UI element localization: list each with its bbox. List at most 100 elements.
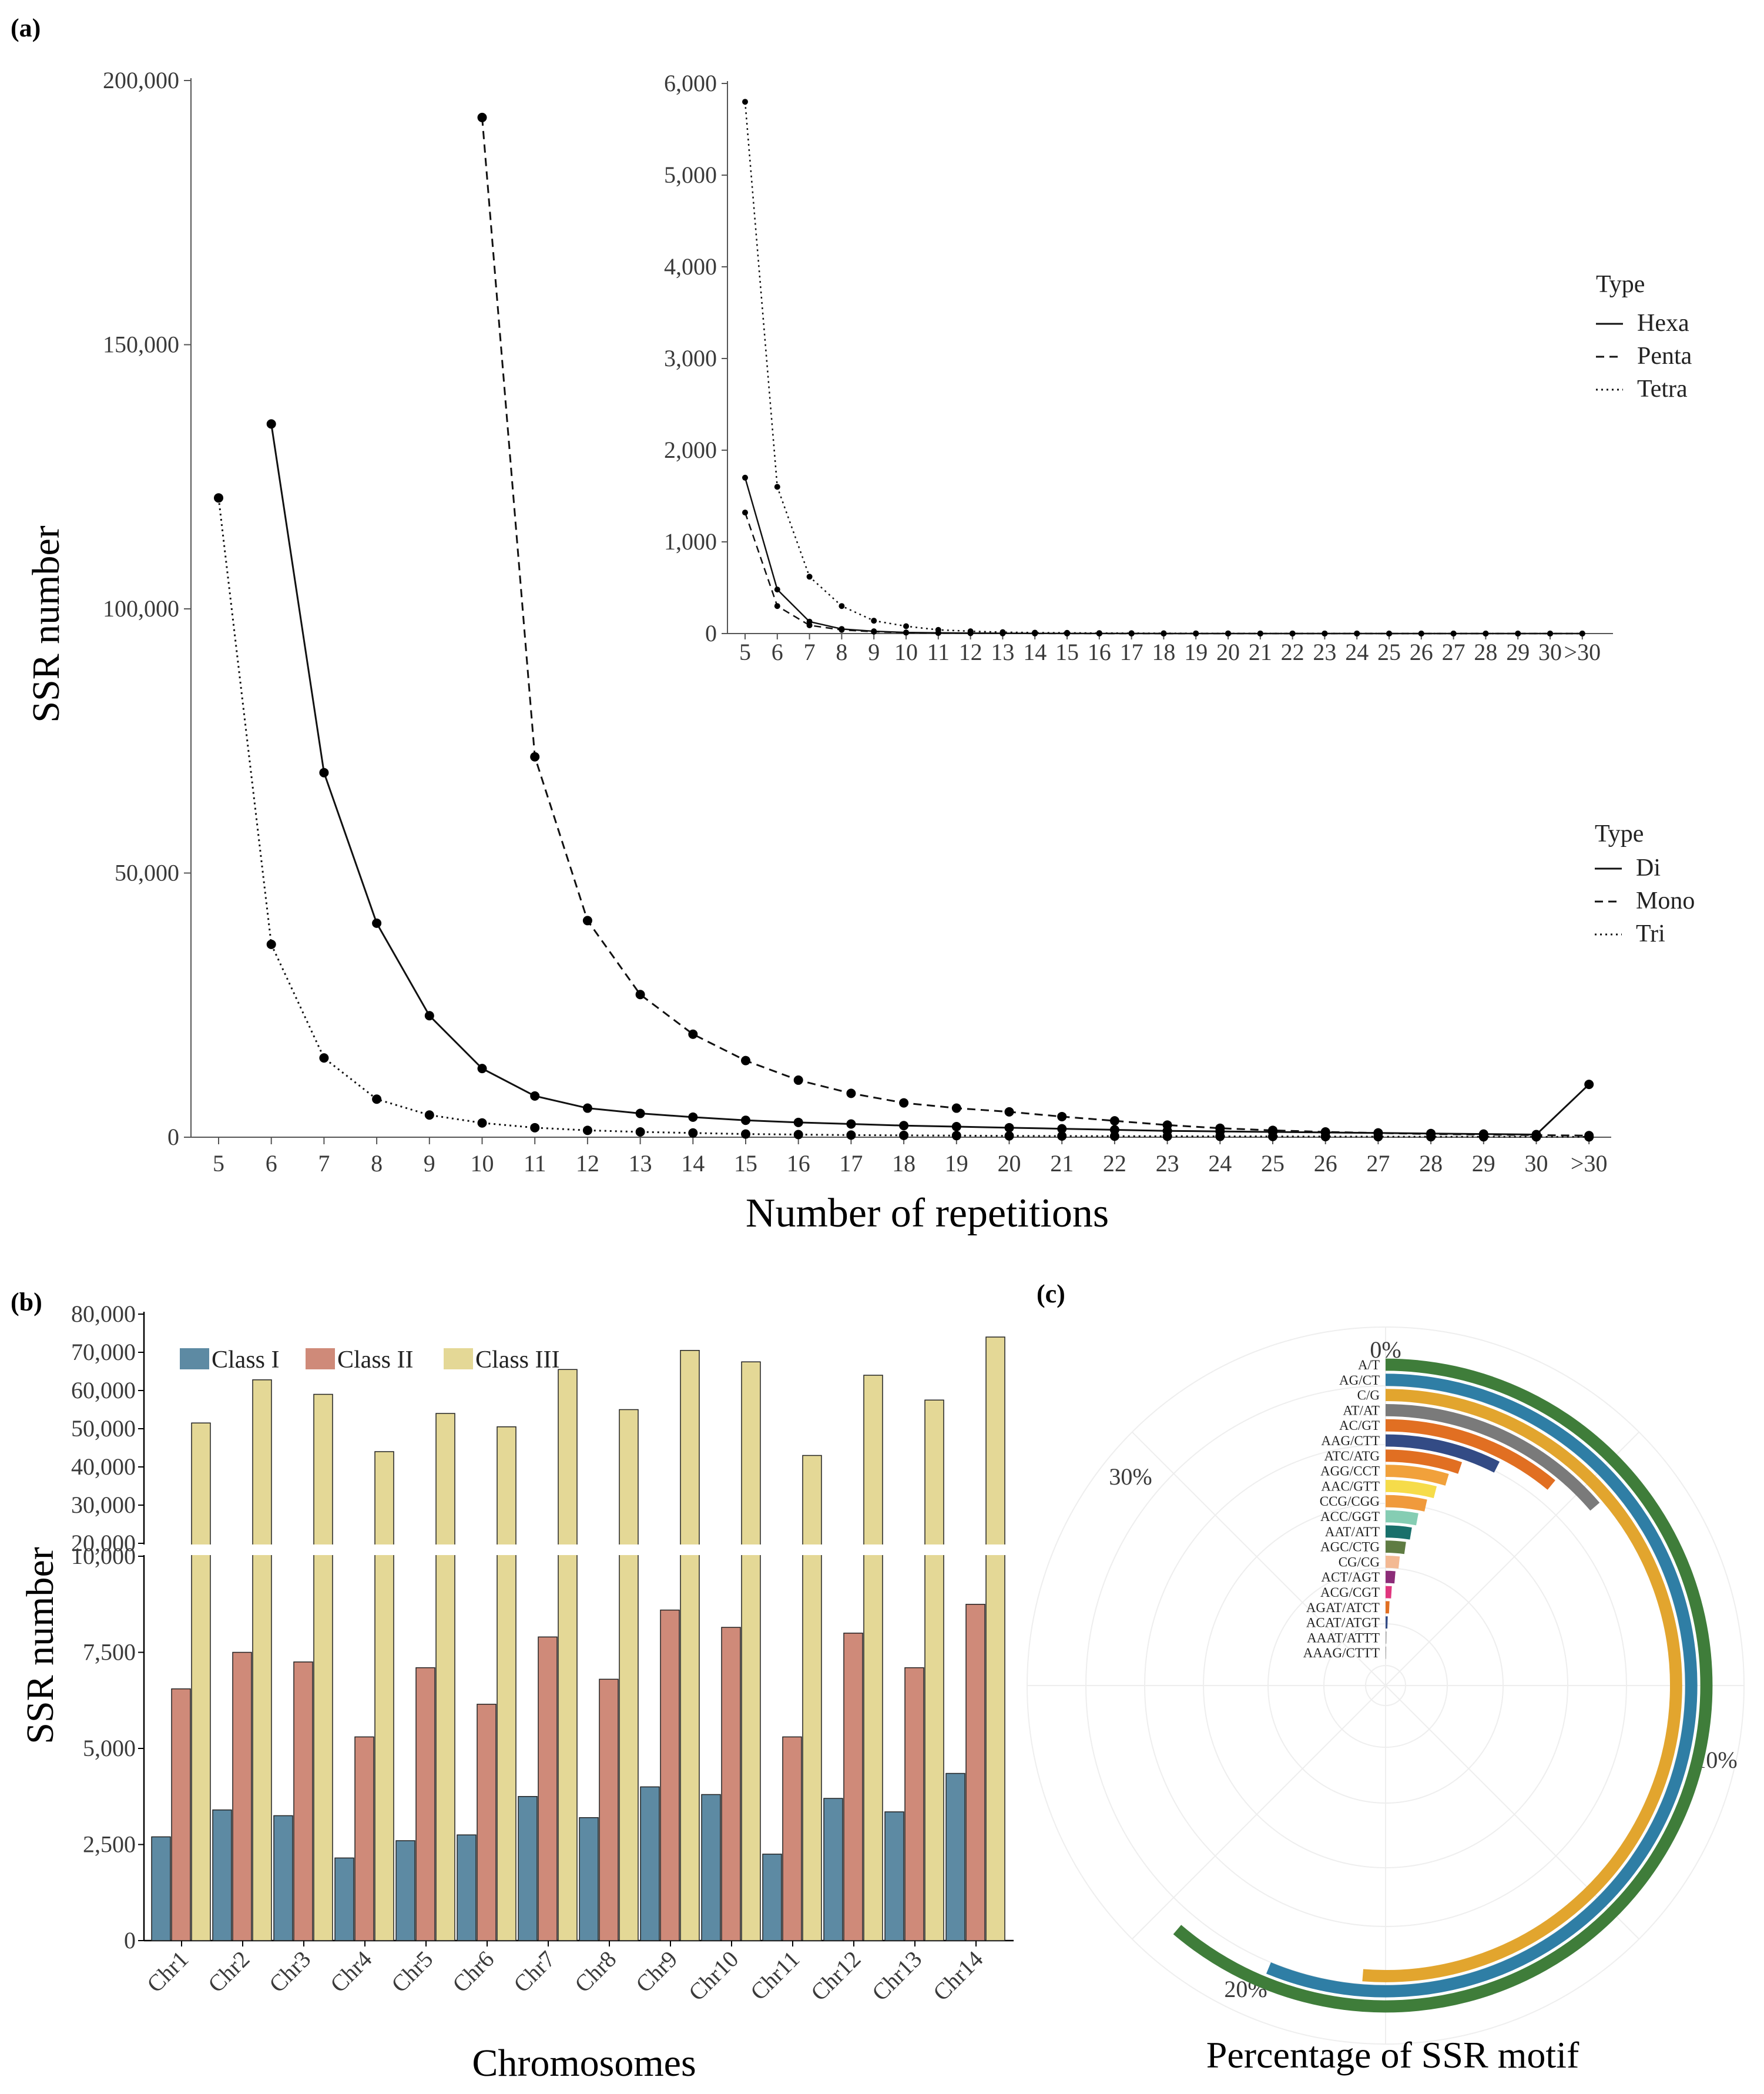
inset-point-tetra	[1193, 630, 1199, 636]
c-tick-label: 0%	[1370, 1336, 1401, 1363]
a-y-tick-label: 100,000	[103, 595, 179, 622]
inset-point-tetra	[806, 574, 813, 580]
b-axis-break	[137, 1544, 1018, 1555]
c-arc-agc-ctg	[1385, 1540, 1406, 1554]
a-x-tick-label: 28	[1419, 1150, 1443, 1177]
inset-x-tick-label: 20	[1216, 639, 1240, 665]
b-bar-class-i	[640, 1786, 660, 1941]
a-x-tick-label: 17	[839, 1150, 863, 1177]
b-x-tick-label: Chr2	[203, 1946, 254, 1998]
c-motif-label: AGAT/ATCT	[1306, 1600, 1380, 1615]
a-x-tick-label: 19	[945, 1150, 968, 1177]
a-legend-label-mono: Mono	[1636, 887, 1695, 914]
c-motif-label: AT/AT	[1343, 1403, 1380, 1418]
inset-x-tick-label: 11	[927, 639, 950, 665]
chart-c: 0%10%20%30%A/TAG/CTC/GAT/ATAC/GTAAG/CTTA…	[1027, 1326, 1745, 2076]
a-x-tick-label: 8	[371, 1150, 383, 1177]
b-x-tick-label: Chr12	[806, 1946, 866, 2006]
a-point-tri	[741, 1129, 750, 1139]
a-point-tri	[582, 1125, 592, 1135]
a-point-di	[424, 1011, 434, 1021]
c-motif-label: ACAT/ATGT	[1306, 1616, 1380, 1630]
c-motif-label: AG/CT	[1339, 1373, 1380, 1388]
a-x-tick-label: 15	[734, 1150, 757, 1177]
c-motif-label: ACC/GGT	[1320, 1509, 1380, 1524]
b-bar-class-iii	[924, 1399, 944, 1941]
inset-point-tetra	[1289, 630, 1296, 636]
a-x-tick-label: 23	[1156, 1150, 1179, 1177]
a-point-tri	[477, 1118, 487, 1128]
a-x-tick-label: 16	[787, 1150, 810, 1177]
b-x-tick-label: Chr10	[683, 1946, 744, 2006]
c-motif-label: AAC/GTT	[1321, 1479, 1380, 1493]
a-x-tick-label: 14	[681, 1150, 705, 1177]
a-point-tri	[1531, 1132, 1541, 1142]
inset-point-penta	[903, 629, 909, 636]
a-point-di	[582, 1103, 592, 1113]
a-series-line-di	[270, 424, 1590, 1136]
a-point-di	[1584, 1080, 1594, 1090]
c-motif-label: AAT/ATT	[1325, 1525, 1380, 1539]
a-point-mono	[530, 752, 540, 762]
a-point-di	[793, 1117, 803, 1127]
b-bar-class-i	[701, 1794, 721, 1941]
inset-y-tick-label: 0	[705, 620, 717, 646]
b-x-tick-label: Chr1	[142, 1946, 193, 1998]
b-bar-class-ii	[660, 1609, 680, 1941]
c-arc-ac-gt	[1385, 1419, 1555, 1490]
a-point-di	[372, 918, 382, 928]
c-motif-label: C/G	[1357, 1388, 1380, 1403]
inset-x-tick-label: 14	[1023, 639, 1047, 665]
inset-x-tick-label: 27	[1442, 639, 1465, 665]
b-bar-class-iii	[374, 1451, 394, 1941]
a-point-tri	[951, 1131, 961, 1141]
inset-x-tick-label: 24	[1345, 639, 1369, 665]
inset-legend-title: Type	[1596, 271, 1645, 298]
a-point-di	[266, 419, 276, 429]
inset-point-tetra	[1515, 631, 1521, 636]
c-inner-circle	[1365, 1665, 1406, 1706]
b-bar-class-i	[518, 1796, 538, 1941]
b-bar-class-iii	[558, 1369, 578, 1941]
a-point-di	[741, 1115, 750, 1125]
a-legend-label-di: Di	[1636, 855, 1661, 882]
b-x-tick-label: Chr4	[325, 1946, 377, 1998]
b-bar-class-i	[334, 1857, 354, 1941]
inset-legend-label-hexa: Hexa	[1637, 310, 1689, 337]
inset-legend-label-tetra: Tetra	[1637, 376, 1688, 403]
c-arc-a-t	[1173, 1358, 1713, 2013]
inset-point-tetra	[1225, 630, 1231, 636]
inset-y-tick-label: 1,000	[664, 528, 717, 555]
a-point-mono	[635, 990, 645, 1000]
inset-x-tick-label: 13	[991, 639, 1014, 665]
b-bar-class-i	[395, 1840, 415, 1941]
a-point-mono	[846, 1088, 856, 1098]
b-legend-key-class-i	[180, 1348, 209, 1369]
a-x-tick-label: 6	[266, 1150, 277, 1177]
inset-point-tetra	[1450, 631, 1457, 636]
c-tick-label: 30%	[1109, 1463, 1152, 1490]
inset-point-tetra	[1386, 631, 1392, 636]
a-point-tri	[530, 1123, 540, 1133]
a-point-tri	[1215, 1131, 1225, 1141]
inset-x-tick-label: 6	[772, 639, 783, 665]
a-point-mono	[1057, 1111, 1067, 1121]
panel-label-b: (b)	[11, 1288, 42, 1316]
inset-x-tick-label: 19	[1184, 639, 1208, 665]
b-bar-class-i	[457, 1834, 477, 1941]
b-y-tick-label: 10,000	[71, 1543, 136, 1569]
b-bar-class-ii	[599, 1678, 619, 1941]
inset-x-tick-label: 18	[1152, 639, 1175, 665]
c-x-axis-title: Percentage of SSR motif	[1206, 2034, 1579, 2076]
inset-x-tick-label: 16	[1088, 639, 1111, 665]
b-x-tick-label: Chr5	[386, 1946, 438, 1998]
a-point-tri	[688, 1128, 698, 1138]
b-bar-class-iii	[252, 1379, 272, 1941]
a-x-tick-label: 26	[1314, 1150, 1337, 1177]
b-bar-class-ii	[721, 1627, 741, 1941]
c-motif-label: AGC/CTG	[1320, 1540, 1380, 1554]
a-y-tick-label: 50,000	[115, 860, 179, 886]
b-x-tick-label: Chr7	[508, 1946, 560, 1998]
